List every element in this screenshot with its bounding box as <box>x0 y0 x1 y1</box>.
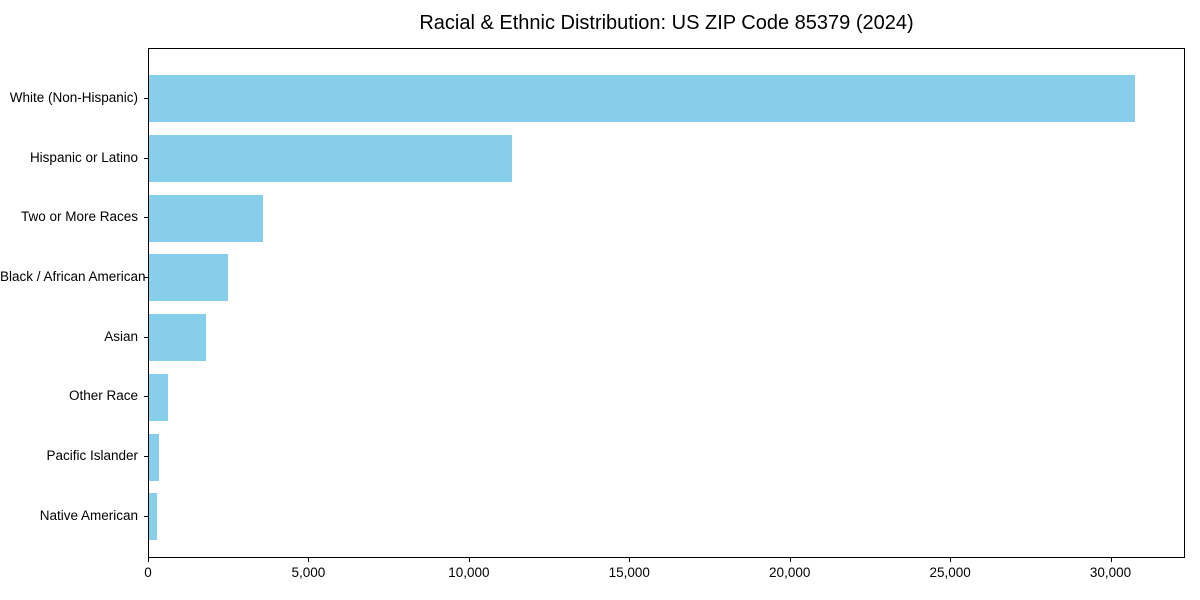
x-tick-label-10-000: 10,000 <box>448 565 490 580</box>
x-tick-label-15-000: 15,000 <box>608 565 650 580</box>
x-tick-mark <box>468 558 470 562</box>
y-tick-mark <box>144 97 148 99</box>
x-tick-mark <box>308 558 310 562</box>
bar-two-or-more-races <box>149 194 263 242</box>
y-tick-label-black-african-american: Black / African American <box>0 268 146 284</box>
y-tick-label-native-american: Native American <box>39 507 138 523</box>
bar-other-race <box>149 373 168 421</box>
x-tick-mark <box>789 558 791 562</box>
y-tick-mark <box>144 336 148 338</box>
x-tick-label-20-000: 20,000 <box>769 565 811 580</box>
y-tick-mark <box>144 515 148 517</box>
y-tick-mark <box>144 217 148 219</box>
y-tick-label-two-or-more-races: Two or More Races <box>20 209 138 225</box>
bar-white-non-hispanic <box>149 75 1135 123</box>
x-tick-label-0: 0 <box>144 565 152 580</box>
y-tick-label-hispanic-or-latino: Hispanic or Latino <box>29 149 138 165</box>
x-tick-label-5-000: 5,000 <box>291 565 326 580</box>
bar-hispanic-or-latino <box>149 135 513 183</box>
bar-native-american <box>149 493 157 541</box>
x-tick-mark <box>950 558 952 562</box>
y-tick-mark <box>144 396 148 398</box>
x-tick-label-25-000: 25,000 <box>929 565 971 580</box>
y-tick-mark <box>144 276 148 278</box>
y-tick-label-other-race: Other Race <box>68 388 138 404</box>
plot-area <box>148 48 1185 558</box>
chart-title: Racial & Ethnic Distribution: US ZIP Cod… <box>419 12 914 34</box>
x-tick-label-30-000: 30,000 <box>1089 565 1132 580</box>
y-tick-label-pacific-islander: Pacific Islander <box>46 448 138 464</box>
y-tick-label-asian: Asian <box>104 328 138 344</box>
x-tick-mark <box>148 558 149 562</box>
bar-black-african-american <box>149 254 228 302</box>
y-tick-mark <box>144 157 148 159</box>
y-tick-label-white-non-hispanic: White (Non-Hispanic) <box>9 89 138 105</box>
x-tick-mark <box>629 558 631 562</box>
y-tick-mark <box>144 456 148 458</box>
bar-pacific-islander <box>149 433 159 481</box>
bar-asian <box>149 314 206 362</box>
x-tick-mark <box>1110 558 1112 562</box>
